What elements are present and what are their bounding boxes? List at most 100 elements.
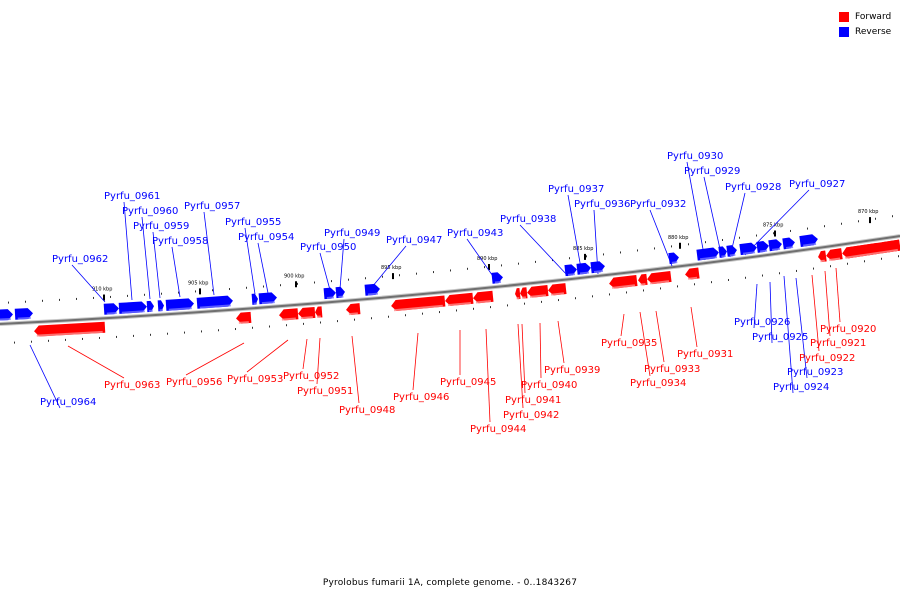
minor-tick (331, 280, 332, 283)
pyrfu-0925-feature (768, 239, 782, 252)
minor-tick (25, 300, 26, 303)
pyrfu-0957-feature (196, 295, 233, 309)
minor-tick (235, 328, 236, 331)
minor-tick (490, 306, 491, 309)
gene-shade (348, 312, 358, 316)
gene-arrow (335, 286, 345, 299)
gene-label: Pyrfu_0950 (300, 242, 356, 253)
tick-label: 880 kbp (668, 235, 688, 241)
gene-shade (447, 301, 471, 307)
gene-label: Pyrfu_0964 (40, 397, 96, 408)
leader-line (71, 264, 106, 303)
gene-arrow (818, 250, 827, 262)
minor-tick (518, 262, 519, 265)
gene-label: Pyrfu_0962 (52, 254, 108, 265)
gene-arrow (520, 287, 528, 299)
minor-tick (592, 295, 593, 298)
gene-label: Pyrfu_0961 (104, 191, 160, 202)
leader-line (244, 227, 256, 295)
gene-arrow (527, 285, 549, 298)
minor-tick (575, 297, 576, 300)
leader-line (141, 216, 151, 300)
gene-shade (367, 292, 378, 296)
minor-tick (178, 291, 179, 294)
gene-arrow (0, 309, 13, 321)
gene-label: Pyrfu_0924 (773, 382, 829, 393)
gene-label: Pyrfu_0960 (122, 206, 178, 217)
pyrfu-0960-feature (146, 300, 154, 313)
pyrfu-0958-feature (165, 298, 194, 311)
gene-label: Pyrfu_0928 (725, 182, 781, 193)
gene-arrow (685, 267, 700, 280)
pyrfu-0921-feature (826, 248, 843, 261)
gene-shade (550, 292, 565, 296)
minor-tick (42, 299, 43, 302)
minor-tick (643, 289, 644, 292)
gene-label: Pyrfu_0935 (601, 338, 657, 349)
pyrfu-0937-feature (576, 262, 591, 275)
gene-shade (521, 296, 526, 299)
minor-tick (773, 232, 774, 235)
pyrfu-0940-feature (527, 285, 549, 298)
gene-label: Pyrfu_0931 (677, 349, 733, 360)
leader-line (319, 252, 331, 291)
pyrfu-0964-feature (0, 309, 13, 321)
gene-label: Pyrfu_0948 (339, 405, 395, 416)
pyrfu-0959-feature (157, 300, 164, 312)
minor-tick (541, 300, 542, 303)
leader-line (639, 311, 651, 377)
gene-shade (640, 282, 646, 286)
gene-label: Pyrfu_0955 (225, 217, 281, 228)
leader-line (351, 335, 360, 404)
leader-line (203, 211, 215, 296)
major-tick (488, 264, 490, 271)
minor-tick (535, 260, 536, 263)
minor-tick (371, 317, 372, 320)
minor-tick (864, 260, 865, 263)
gene-shade (772, 247, 781, 251)
gene-shade (529, 294, 547, 298)
pyrfu-0945-feature (445, 292, 474, 307)
pyrfu-0953-feature (279, 308, 299, 321)
leader-line (703, 176, 723, 259)
leader-line (257, 242, 269, 294)
gene-arrow (364, 283, 380, 296)
gene-arrow (826, 248, 843, 261)
gene-label: Pyrfu_0945 (440, 377, 496, 388)
minor-tick (195, 290, 196, 293)
gene-label: Pyrfu_0939 (544, 365, 600, 376)
minor-tick (433, 271, 434, 274)
minor-tick (620, 251, 621, 254)
gene-shade (687, 276, 698, 280)
leader-line (316, 337, 321, 385)
gene-shade (820, 259, 825, 263)
minor-tick (609, 293, 610, 296)
minor-tick (484, 266, 485, 269)
gene-shade (593, 269, 604, 273)
minor-tick (824, 225, 825, 228)
leader-line (485, 328, 491, 423)
minor-tick (65, 338, 66, 341)
pyrfu-0924-feature (782, 237, 795, 250)
leader-line (769, 281, 773, 344)
gene-arrow (473, 290, 494, 304)
leader-line (171, 246, 181, 298)
minor-tick (303, 322, 304, 325)
gene-label: Pyrfu_0929 (684, 166, 740, 177)
gene-label: Pyrfu_0963 (104, 380, 160, 391)
gene-shade (338, 295, 344, 298)
minor-tick (144, 293, 145, 296)
gene-shade (121, 310, 145, 314)
minor-tick (739, 236, 740, 239)
pyrfu-0950-feature (323, 287, 336, 300)
gene-shade (238, 321, 249, 324)
gene-label: Pyrfu_0952 (283, 371, 339, 382)
tick-label: 900 kbp (284, 273, 304, 279)
pyrfu-0928-feature (726, 245, 737, 257)
pyrfu-0939-feature (548, 283, 567, 296)
gene-label: Pyrfu_0951 (297, 386, 353, 397)
pyrfu-0954-feature (258, 292, 277, 305)
leader-line (246, 339, 289, 373)
tick-label: 910 kbp (92, 287, 112, 293)
